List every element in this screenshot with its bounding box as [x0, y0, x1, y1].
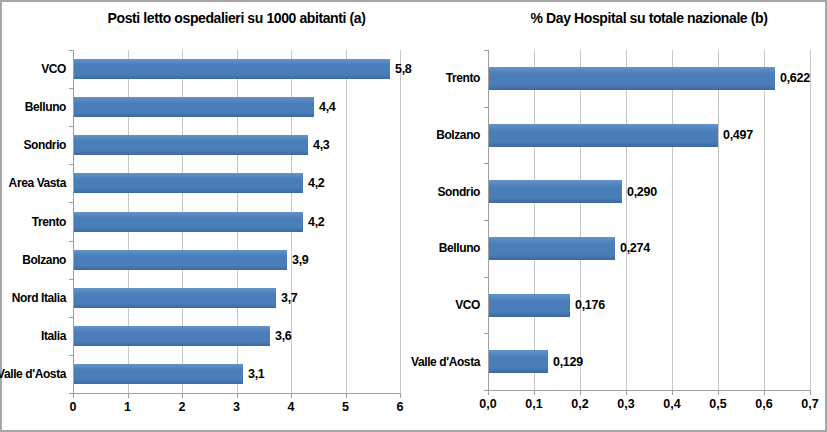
category-axis-tick	[69, 355, 73, 356]
value-label: 5,8	[395, 62, 411, 76]
gridline	[810, 50, 811, 390]
category-label: Nord Italia	[12, 291, 66, 305]
category-axis-tick	[484, 163, 488, 164]
x-tick-label: 5	[342, 400, 349, 414]
category-label: Trento	[446, 71, 480, 85]
category-axis-tick	[69, 126, 73, 127]
x-tick-label: 0,7	[801, 397, 818, 411]
value-label: 3,1	[248, 367, 264, 381]
value-label: 0,176	[575, 298, 605, 312]
category-label: Trento	[32, 215, 66, 229]
value-label: 0,129	[553, 355, 583, 369]
bar-sondrio	[74, 135, 308, 155]
gridline	[534, 50, 535, 390]
bar-trento	[74, 212, 303, 232]
category-label: Belluno	[25, 100, 66, 114]
gridline	[626, 50, 627, 390]
x-tick-label: 4	[288, 400, 295, 414]
value-label: 3,9	[292, 253, 308, 267]
category-axis-tick	[484, 50, 488, 51]
figure: Posti letto ospedalieri su 1000 abitanti…	[0, 0, 827, 432]
value-label: 0,290	[627, 185, 657, 199]
category-axis-tick	[484, 277, 488, 278]
x-tick-label: 3	[233, 400, 240, 414]
category-axis-tick	[484, 107, 488, 108]
category-label: Valle d'Aosta	[411, 355, 480, 369]
bar-belluno	[74, 97, 314, 117]
x-tick-label: 0,3	[617, 397, 634, 411]
value-axis-line	[73, 393, 401, 394]
value-label: 3,7	[281, 291, 297, 305]
bar-bolzano	[489, 124, 718, 147]
category-axis-tick	[69, 202, 73, 203]
category-axis-tick	[69, 164, 73, 165]
bar-belluno	[489, 237, 615, 260]
bar-area-vasta	[74, 173, 303, 193]
gridline	[400, 50, 401, 393]
category-axis-tick	[69, 393, 73, 394]
gridline	[672, 50, 673, 390]
x-tick-label: 0,1	[525, 397, 542, 411]
x-tick-label: 0,2	[571, 397, 588, 411]
category-axis-tick	[484, 333, 488, 334]
category-axis-tick	[69, 88, 73, 89]
bar-trento	[489, 67, 775, 90]
value-label: 0,497	[723, 128, 753, 142]
value-axis-line	[488, 390, 811, 391]
x-tick-label: 2	[179, 400, 186, 414]
bar-valle-d-aosta	[74, 364, 243, 384]
category-label: Bolzano	[436, 128, 480, 142]
chart-a-title: Posti letto ospedalieri su 1000 abitanti…	[73, 10, 400, 26]
value-label: 3,6	[275, 329, 291, 343]
category-axis-tick	[69, 317, 73, 318]
category-label: Sondrio	[23, 138, 66, 152]
category-axis-tick	[484, 390, 488, 391]
value-label: 4,2	[308, 176, 324, 190]
gridline	[580, 50, 581, 390]
gridline	[346, 50, 347, 393]
bar-valle-d-aosta	[489, 350, 548, 373]
x-tick-label: 0,4	[663, 397, 680, 411]
category-axis-line	[488, 50, 489, 390]
category-axis-tick	[69, 279, 73, 280]
category-label: Italia	[41, 329, 66, 343]
category-label: VCO	[455, 298, 480, 312]
category-axis-tick	[69, 241, 73, 242]
bar-sondrio	[489, 180, 622, 203]
category-label: Bolzano	[22, 253, 66, 267]
value-label: 4,3	[313, 138, 329, 152]
category-label: Area Vasta	[9, 176, 66, 190]
x-tick-label: 0,0	[479, 397, 496, 411]
category-label: VCO	[41, 62, 66, 76]
x-tick-label: 6	[397, 400, 404, 414]
x-tick-label: 0	[70, 400, 77, 414]
category-label: Valle d'Aosta	[0, 367, 66, 381]
gridline	[718, 50, 719, 390]
bar-vco	[489, 294, 570, 317]
value-label: 0,274	[620, 241, 650, 255]
value-label: 4,4	[319, 100, 335, 114]
value-label: 0,622	[780, 71, 810, 85]
bar-nord-italia	[74, 288, 276, 308]
value-label: 4,2	[308, 215, 324, 229]
category-label: Belluno	[439, 241, 480, 255]
category-label: Sondrio	[437, 185, 480, 199]
chart-b-title: % Day Hospital su totale nazionale (b)	[488, 10, 810, 26]
bar-bolzano	[74, 250, 287, 270]
gridline	[764, 50, 765, 390]
x-tick-label: 0,6	[755, 397, 772, 411]
x-tick-label: 1	[124, 400, 131, 414]
category-axis-tick	[69, 50, 73, 51]
bar-italia	[74, 326, 270, 346]
x-tick-label: 0,5	[709, 397, 726, 411]
category-axis-tick	[484, 220, 488, 221]
bar-vco	[74, 59, 390, 79]
